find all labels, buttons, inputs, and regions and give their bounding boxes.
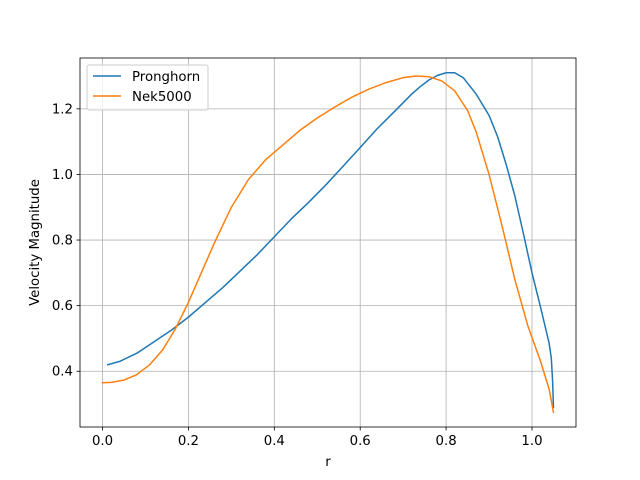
x-tick-label: 1.0 <box>521 434 542 449</box>
x-tick-label: 0.4 <box>264 434 285 449</box>
x-tick-label: 0.0 <box>92 434 113 449</box>
series-line-pronghorn <box>106 72 555 409</box>
x-tick-label: 0.8 <box>436 434 457 449</box>
axis-ticks: 0.0 0.2 0.4 0.6 0.8 1.0 0.4 0.6 0.8 1.0 1.2 <box>52 102 543 449</box>
x-axis-label: r <box>325 455 331 470</box>
data-series <box>101 72 555 414</box>
legend-label-nek5000: Nek5000 <box>132 90 192 105</box>
y-tick-label: 1.0 <box>52 168 73 183</box>
legend-label-pronghorn: Pronghorn <box>132 70 200 85</box>
plot-frame <box>79 57 577 428</box>
series-line-nek5000 <box>101 75 555 414</box>
x-tick-label: 0.6 <box>350 434 371 449</box>
y-tick-label: 0.6 <box>52 299 73 314</box>
x-tick-label: 0.2 <box>178 434 199 449</box>
grid-lines <box>80 58 576 427</box>
y-tick-label: 0.4 <box>52 365 73 380</box>
y-tick-label: 0.8 <box>52 234 73 249</box>
y-tick-label: 1.2 <box>52 102 73 117</box>
y-axis-label: Velocity Magnitude <box>28 179 43 306</box>
legend: Pronghorn Nek5000 <box>86 64 209 111</box>
